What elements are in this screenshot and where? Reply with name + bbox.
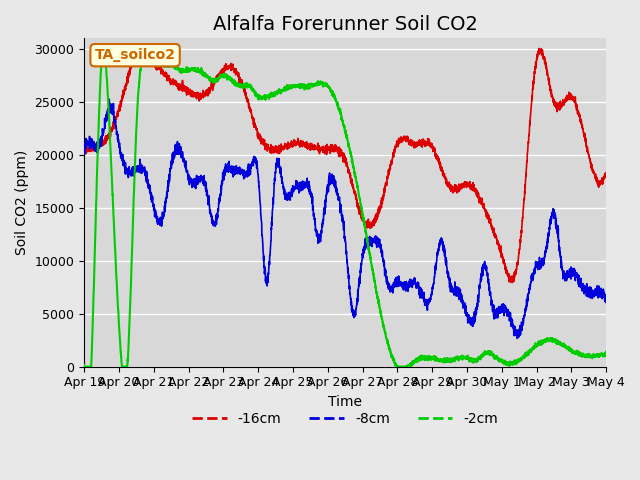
Legend: -16cm, -8cm, -2cm: -16cm, -8cm, -2cm: [186, 407, 504, 432]
X-axis label: Time: Time: [328, 395, 362, 409]
Y-axis label: Soil CO2 (ppm): Soil CO2 (ppm): [15, 150, 29, 255]
Title: Alfalfa Forerunner Soil CO2: Alfalfa Forerunner Soil CO2: [212, 15, 477, 34]
Text: TA_soilco2: TA_soilco2: [95, 48, 175, 62]
